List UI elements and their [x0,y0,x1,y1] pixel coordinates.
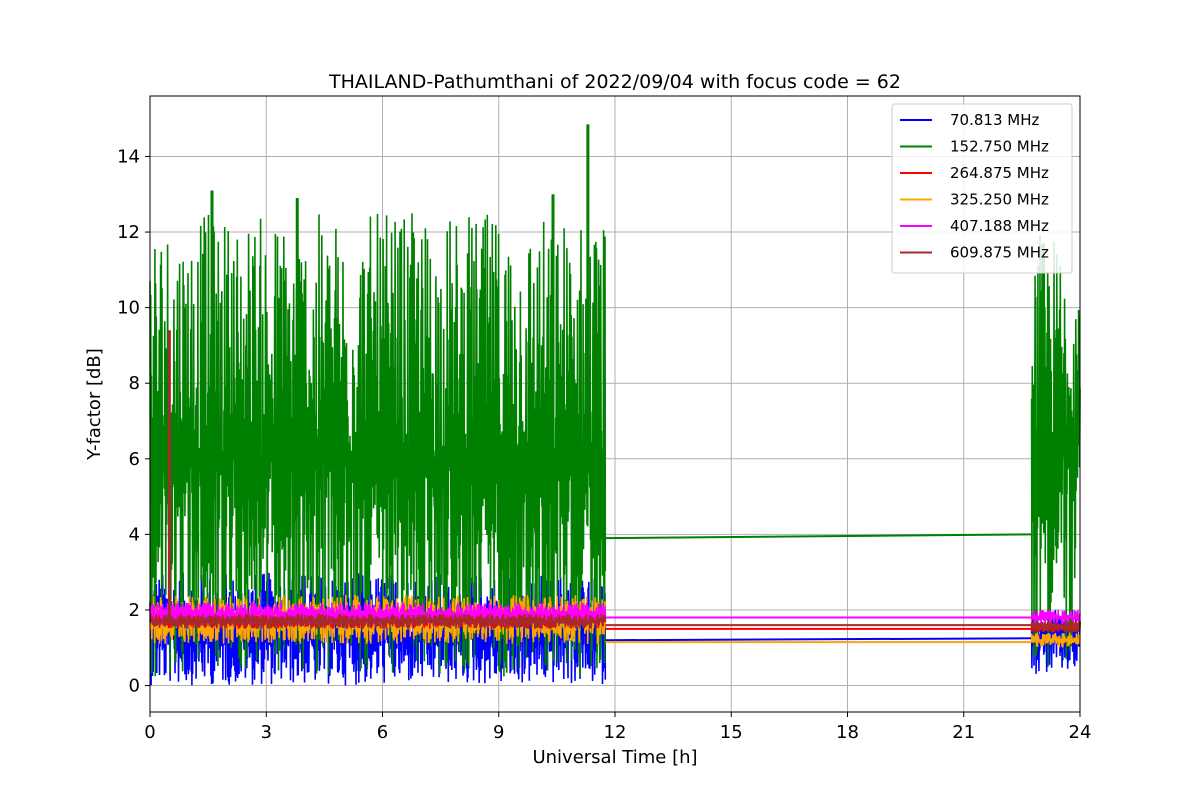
y-tick-label: 2 [129,600,140,621]
x-tick-label: 6 [377,722,388,743]
x-tick-label: 12 [604,722,627,743]
y-tick-label: 10 [117,298,140,319]
x-tick-label: 0 [144,722,155,743]
series-segment [149,213,607,677]
series-segment [1030,610,1081,626]
legend-entry: 264.875 MHz [950,164,1049,182]
series-layer [149,124,1081,686]
x-tick-label: 15 [720,722,743,743]
y-tick-label: 6 [129,449,140,470]
y-tick-label: 12 [117,222,140,243]
series-609-875-mhz [149,330,1081,633]
x-tick-label: 24 [1069,722,1092,743]
x-axis-label: Universal Time [h] [532,747,697,768]
series-segment [1030,632,1081,648]
legend-entry: 609.875 MHz [950,244,1049,262]
y-tick-label: 14 [117,146,140,167]
legend-entry: 152.750 MHz [950,138,1049,156]
legend-entry: 407.188 MHz [950,217,1049,235]
series-segment [149,613,607,629]
legend-box [891,103,1073,274]
series-gap-line [605,533,1032,540]
series-gap-line [605,637,1032,642]
y-axis-label: Y-factor [dB] [84,348,105,461]
x-tick-label: 18 [836,722,859,743]
y-tick-label: 0 [129,676,140,697]
y-tick-label: 4 [129,524,140,545]
y-tick-label: 8 [129,373,140,394]
legend-entry: 70.813 MHz [950,111,1039,129]
x-tick-label: 9 [493,722,504,743]
legend: 70.813 MHz 152.750 MHz 264.875 MHz 325.250 … [891,103,1073,274]
series-segment [1030,621,1081,633]
x-tick-label: 21 [952,722,975,743]
x-tick-label: 3 [261,722,272,743]
legend-entry: 325.250 MHz [950,191,1049,209]
chart-title: THAILAND-Pathumthani of 2022/09/04 with … [328,71,901,93]
